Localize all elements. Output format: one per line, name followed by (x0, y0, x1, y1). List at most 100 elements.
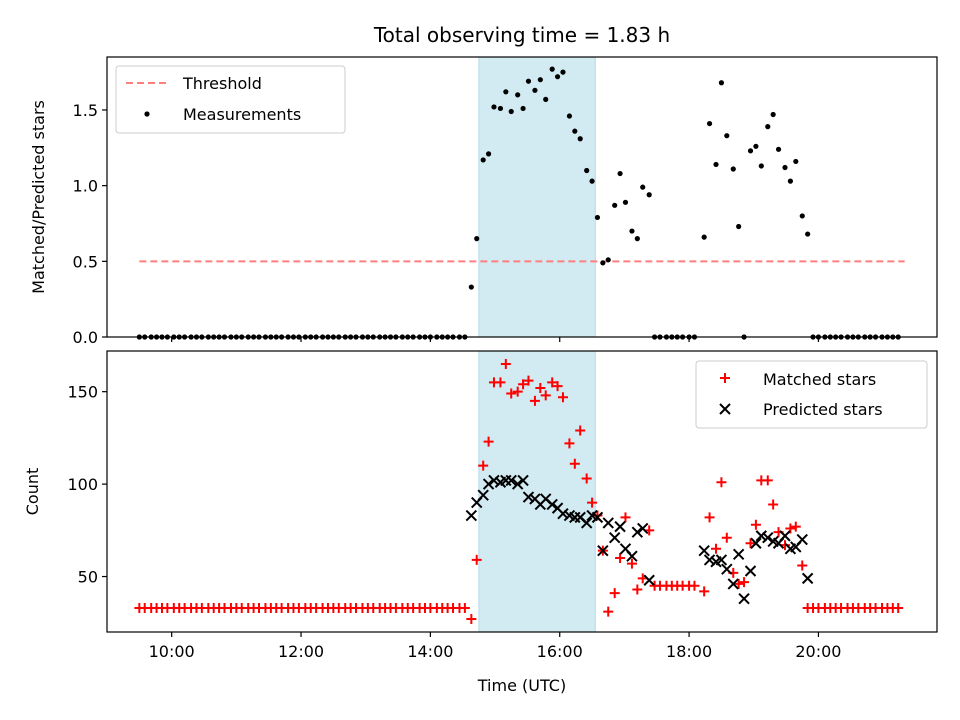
y-tick-label: 1.5 (73, 101, 98, 120)
measurement-point (753, 143, 759, 149)
measurement-point (617, 170, 623, 177)
predicted-star-point (602, 517, 614, 529)
matched-star-point (518, 379, 529, 390)
measurement-point (532, 87, 538, 93)
measurement-point (765, 124, 771, 130)
measurement-point (713, 161, 719, 168)
axes-frame (106, 350, 938, 633)
predicted-star-point (796, 533, 808, 546)
y-tick-label: 150 (67, 383, 98, 402)
predicted-star-point (482, 478, 495, 490)
measurement-point (554, 74, 561, 80)
matched-star-point (721, 532, 732, 543)
matched-star-point (750, 519, 761, 530)
measurement-point (525, 78, 532, 84)
predicted-star-point (505, 474, 517, 487)
measurement-point (491, 104, 497, 110)
matched-star-point (620, 512, 631, 523)
measurement-point (605, 257, 611, 263)
legend-matched-label: Matched stars (763, 370, 876, 389)
y-axis-label: Count (23, 468, 42, 516)
predicted-star-point (637, 522, 649, 535)
matched-star-point (575, 425, 586, 436)
y-tick-label: 0.5 (73, 252, 98, 271)
measurement-point (629, 228, 635, 234)
predicted-star-point (608, 532, 621, 544)
matched-star-point (459, 602, 470, 613)
predicted-star-point (715, 554, 728, 566)
bottom-axes: 50 100 150 10:00 12:00 14:00 16:00 18:00 20:00 Co… (23, 350, 938, 661)
matched-star-point (745, 538, 756, 549)
predicted-star-point (517, 474, 529, 487)
measurement-point (480, 157, 486, 163)
matched-star-point (581, 473, 592, 484)
legend-frame (115, 65, 346, 134)
measurement-point (634, 236, 640, 242)
measurement-point (566, 113, 573, 119)
measurement-point (543, 96, 549, 102)
measurement-point (594, 214, 601, 221)
measurement-point (718, 80, 725, 86)
matched-star-point (632, 584, 643, 595)
x-axis-label: Time (UTC) (477, 676, 566, 695)
legend-frame (695, 360, 928, 429)
legend-measurements-label: Measurements (183, 105, 301, 124)
legend-top: Threshold Measurements (115, 65, 346, 134)
x-tick-label: 12:00 (278, 642, 324, 661)
predicted-star-point (511, 478, 524, 490)
matched-star-point (471, 554, 482, 565)
x-tick-label: 16:00 (537, 642, 583, 661)
measurement-point (508, 108, 514, 115)
matched-star-point (540, 390, 551, 401)
matched-star-point (733, 578, 744, 589)
matched-star-point (535, 382, 546, 393)
matched-star-point (495, 377, 506, 388)
matched-star-point (552, 381, 563, 392)
predicted-star-point (522, 491, 535, 503)
matched-star-point (689, 580, 700, 591)
matched-star-point (587, 497, 598, 508)
predicted-star-point (643, 574, 655, 586)
y-axis-label: Matched/Predicted stars (29, 100, 48, 294)
predicted-star-point (727, 578, 739, 590)
measurement-point (600, 260, 606, 266)
predicted-star-point (591, 511, 604, 524)
measurement-point (572, 128, 578, 134)
legend-predicted-label: Predicted stars (763, 400, 883, 419)
measurement-point (770, 111, 776, 118)
x-tick-label: 20:00 (795, 642, 841, 661)
measurement-point (747, 148, 754, 154)
predicted-star-point (546, 498, 558, 511)
matched-star-point (615, 553, 626, 564)
predicted-star-point (614, 520, 626, 533)
predicted-star-point (738, 593, 750, 605)
predicted-star-point (597, 544, 609, 557)
matched-star-point (797, 560, 808, 571)
matched-star-point (478, 460, 489, 471)
matched-star-point (716, 477, 727, 488)
predicted-star-point (488, 474, 500, 487)
predicted-star-point (631, 526, 644, 538)
matched-star-point (569, 458, 580, 469)
x-tick-label: 18:00 (666, 642, 712, 661)
measurement-point (515, 92, 521, 98)
measurement-point (485, 151, 492, 157)
predicted-star-point (732, 548, 745, 561)
matched-star-point (500, 358, 511, 369)
measurement-point (584, 167, 590, 174)
matched-star-point (626, 558, 637, 569)
y-tick-label: 100 (67, 475, 98, 494)
predicted-star-point (580, 517, 593, 529)
measurement-point (805, 231, 811, 237)
measurement-point (622, 199, 629, 205)
predicted-star-point (750, 537, 762, 549)
predicted-star-point (477, 489, 489, 501)
measurement-point (589, 178, 595, 184)
legend-matched-swatch (720, 373, 730, 383)
predicted-star-point (703, 554, 716, 566)
predicted-star-point (779, 530, 791, 542)
measurement-point (730, 166, 736, 172)
predicted-star-point (801, 572, 814, 585)
matched-star-point (512, 386, 523, 397)
